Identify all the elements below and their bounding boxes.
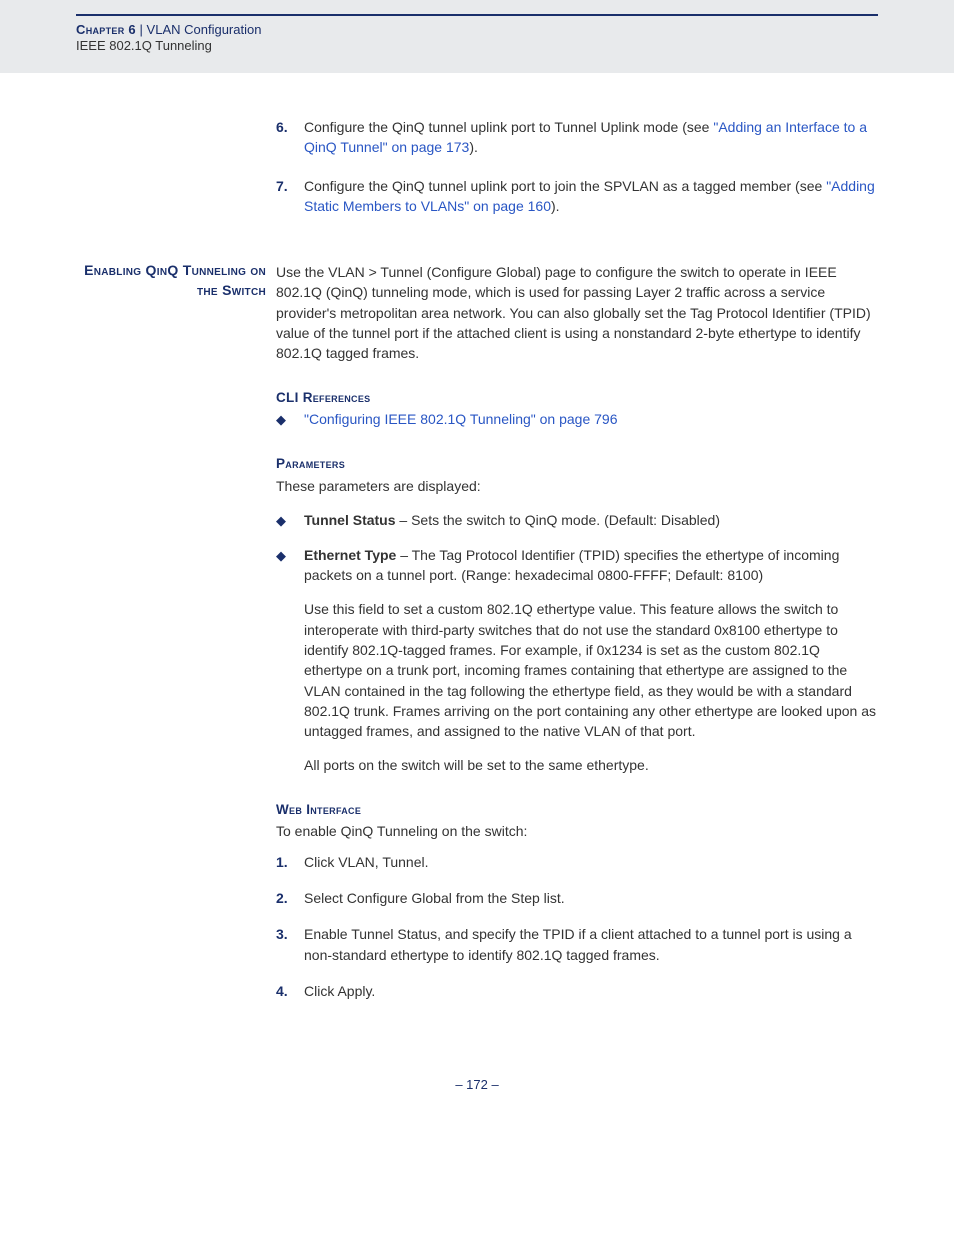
chapter-label: Chapter 6 (76, 22, 136, 37)
header-sep: | (136, 22, 147, 37)
paragraph: All ports on the switch will be set to t… (304, 755, 878, 775)
bullet-body: Tunnel Status – Sets the switch to QinQ … (304, 510, 878, 531)
parameters-intro: These parameters are displayed: (276, 476, 878, 496)
top-list: 6. Configure the QinQ tunnel uplink port… (276, 117, 878, 216)
diamond-icon: ◆ (276, 545, 304, 776)
web-interface-heading: Web Interface (276, 800, 878, 820)
list-number: 3. (276, 924, 304, 965)
list-number: 1. (276, 852, 304, 872)
list-item: 7. Configure the QinQ tunnel uplink port… (276, 176, 878, 217)
section-side-heading: Enabling QinQ Tunneling on the Switch (76, 260, 276, 1017)
text: Configure the QinQ tunnel uplink port to… (304, 119, 713, 135)
section: Enabling QinQ Tunneling on the Switch Us… (76, 260, 878, 1017)
list-item: 1. Click VLAN, Tunnel. (276, 852, 878, 872)
text: ). (551, 198, 560, 214)
list-text: Click Apply. (304, 981, 878, 1001)
list-item: 6. Configure the QinQ tunnel uplink port… (276, 117, 878, 158)
list-number: 7. (276, 176, 304, 217)
bullet-item: ◆ Ethernet Type – The Tag Protocol Ident… (276, 545, 878, 776)
list-number: 2. (276, 888, 304, 908)
page-content: 6. Configure the QinQ tunnel uplink port… (76, 73, 878, 1122)
param-label: Ethernet Type (304, 547, 396, 563)
list-number: 4. (276, 981, 304, 1001)
cli-references-heading: CLI References (276, 388, 878, 408)
text: ). (469, 139, 478, 155)
list-text: Configure the QinQ tunnel uplink port to… (304, 176, 878, 217)
param-label: Tunnel Status (304, 512, 396, 528)
header-subtitle: IEEE 802.1Q Tunneling (76, 38, 878, 53)
page-header: Chapter 6 | VLAN Configuration IEEE 802.… (0, 0, 954, 73)
param-text: – Sets the switch to QinQ mode. (Default… (396, 512, 720, 528)
text: Configure the QinQ tunnel uplink port to… (304, 178, 826, 194)
list-text: Select Configure Global from the Step li… (304, 888, 878, 908)
bullet-item: ◆ "Configuring IEEE 802.1Q Tunneling" on… (276, 409, 878, 430)
header-rule (76, 14, 878, 16)
paragraph: Use this field to set a custom 802.1Q et… (304, 599, 878, 741)
page-number: – 172 – (76, 1077, 878, 1122)
header-line-1: Chapter 6 | VLAN Configuration (76, 22, 878, 37)
chapter-title: VLAN Configuration (147, 22, 262, 37)
steps-list: 1. Click VLAN, Tunnel. 2. Select Configu… (276, 852, 878, 1001)
bullet-body: "Configuring IEEE 802.1Q Tunneling" on p… (304, 409, 878, 430)
intro-paragraph: Use the VLAN > Tunnel (Configure Global)… (276, 262, 878, 363)
diamond-icon: ◆ (276, 409, 304, 430)
list-number: 6. (276, 117, 304, 158)
section-body: Use the VLAN > Tunnel (Configure Global)… (276, 260, 878, 1017)
xref-link[interactable]: "Configuring IEEE 802.1Q Tunneling" on p… (304, 411, 618, 427)
bullet-item: ◆ Tunnel Status – Sets the switch to Qin… (276, 510, 878, 531)
list-text: Click VLAN, Tunnel. (304, 852, 878, 872)
bullet-body: Ethernet Type – The Tag Protocol Identif… (304, 545, 878, 776)
list-text: Enable Tunnel Status, and specify the TP… (304, 924, 878, 965)
list-item: 3. Enable Tunnel Status, and specify the… (276, 924, 878, 965)
parameters-heading: Parameters (276, 454, 878, 474)
list-item: 4. Click Apply. (276, 981, 878, 1001)
list-text: Configure the QinQ tunnel uplink port to… (304, 117, 878, 158)
list-item: 2. Select Configure Global from the Step… (276, 888, 878, 908)
diamond-icon: ◆ (276, 510, 304, 531)
web-intro: To enable QinQ Tunneling on the switch: (276, 821, 878, 841)
